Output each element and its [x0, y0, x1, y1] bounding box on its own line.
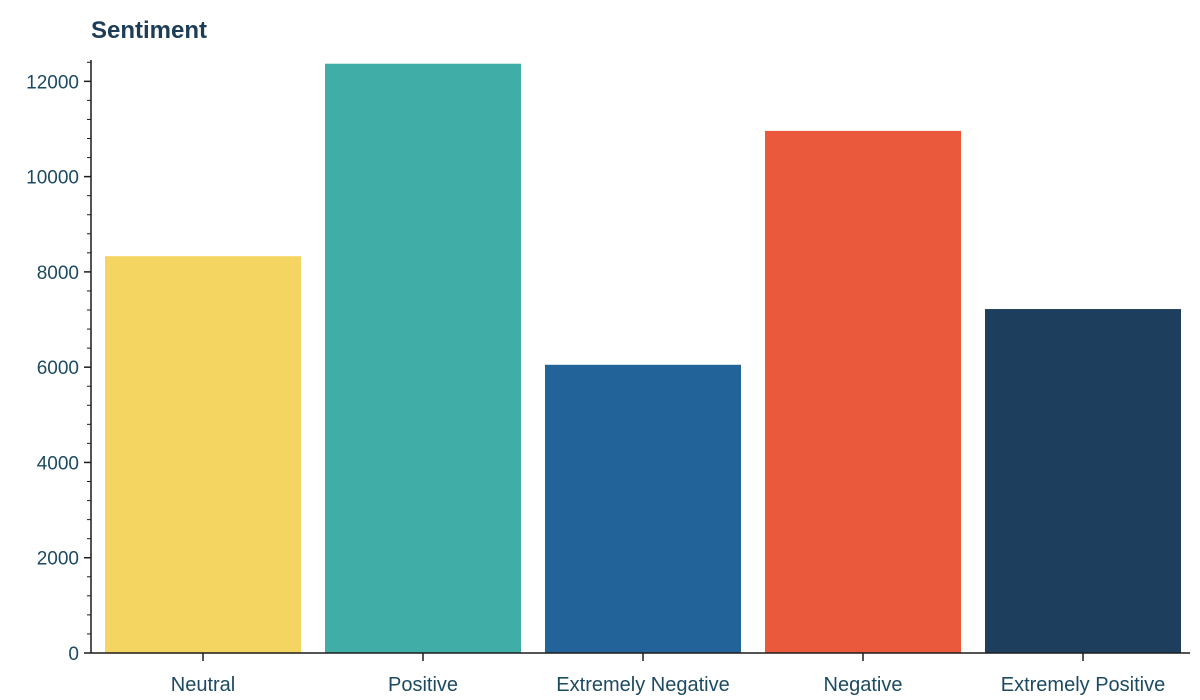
bar-negative — [765, 130, 961, 653]
y-tick-label: 12000 — [26, 72, 79, 93]
x-tick-label: Extremely Negative — [556, 674, 729, 696]
axes-layer: 0 2000 4000 6000 8000 10000 12000 Neutral Positi… — [26, 60, 1190, 696]
y-tick-label: 0 — [68, 644, 79, 665]
y-tick-label: 6000 — [37, 358, 79, 379]
x-tick-label: Negative — [824, 674, 903, 696]
x-tick-label: Extremely Positive — [1001, 674, 1166, 696]
x-tick-label: Positive — [388, 674, 458, 696]
chart-title: Sentiment — [91, 17, 208, 44]
bars-layer — [105, 63, 1181, 654]
bar-extremely-negative — [545, 364, 741, 653]
x-tick-label: Neutral — [171, 674, 235, 696]
bar-positive — [325, 63, 521, 654]
bar-extremely-positive — [985, 309, 1181, 653]
y-tick-label: 2000 — [37, 549, 79, 570]
bar-neutral — [105, 256, 301, 653]
y-tick-label: 8000 — [37, 263, 79, 284]
y-tick-label: 4000 — [37, 453, 79, 474]
y-tick-label: 10000 — [26, 168, 79, 189]
